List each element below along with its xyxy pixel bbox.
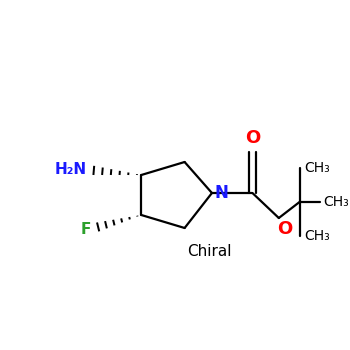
Text: O: O [245,129,260,147]
Text: CH₃: CH₃ [323,195,349,209]
Text: CH₃: CH₃ [304,161,330,175]
Text: F: F [81,223,91,238]
Text: N: N [215,184,229,202]
Text: CH₃: CH₃ [304,229,330,243]
Text: H₂N: H₂N [55,161,87,176]
Text: O: O [277,220,292,238]
Text: Chiral: Chiral [187,245,232,259]
